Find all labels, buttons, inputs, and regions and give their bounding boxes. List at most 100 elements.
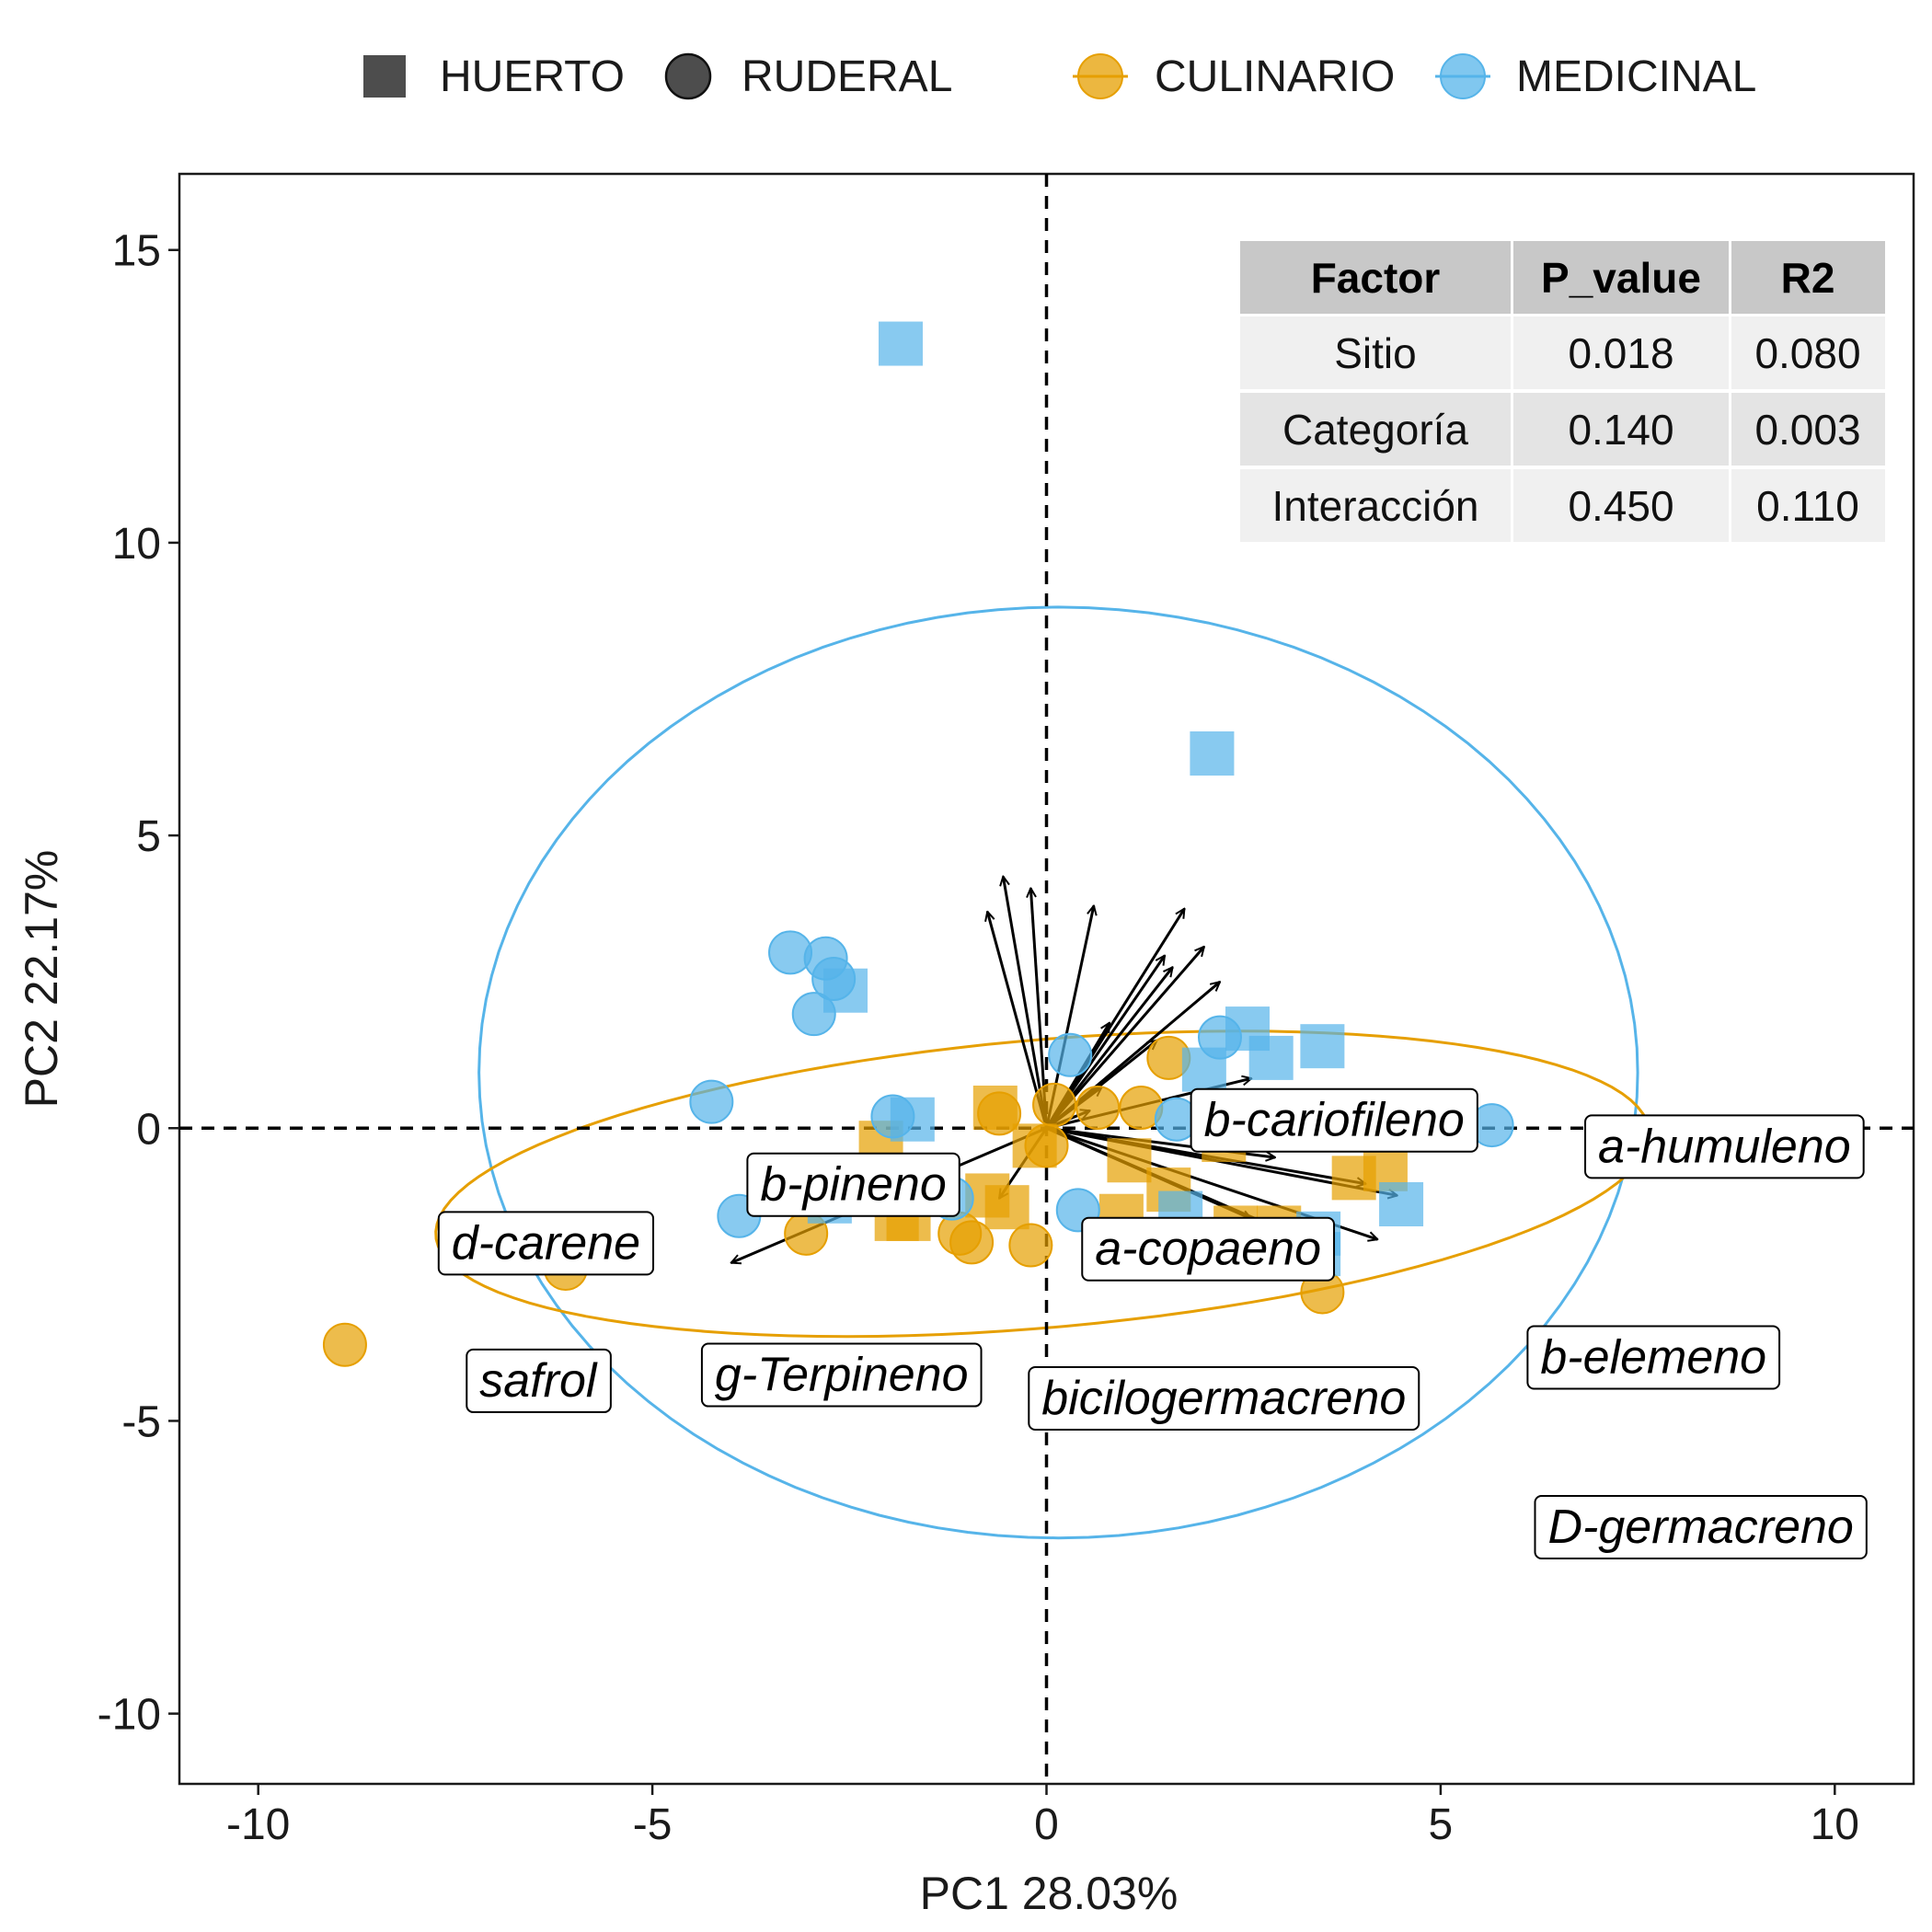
point-square-medicinal bbox=[1300, 1024, 1345, 1069]
sample-points bbox=[322, 321, 1514, 1367]
x-axis-title: PC1 28.03% bbox=[920, 1868, 1179, 1919]
table-header-cell bbox=[1731, 241, 1885, 314]
variable-label-text: b-cariofileno bbox=[1204, 1094, 1465, 1147]
point-square-culinario bbox=[1012, 1123, 1057, 1168]
axes: -10 -5 0 5 10 -10 -5 0 5 10 15 bbox=[98, 227, 1859, 1849]
x-tick-label: 0 bbox=[1034, 1800, 1059, 1849]
variable-label-box: bicilogermacreno bbox=[1028, 1366, 1420, 1431]
legend-huerto-label: HUERTO bbox=[440, 52, 625, 101]
variable-label-border bbox=[1081, 1216, 1336, 1282]
legend-huerto-square-icon bbox=[363, 55, 406, 98]
variable-label-box: safrol bbox=[466, 1348, 612, 1413]
variable-label-text: b-elemeno bbox=[1540, 1330, 1766, 1384]
table-cell-factor: Categoría bbox=[1282, 406, 1468, 454]
point-circle-medicinal bbox=[1048, 1032, 1093, 1077]
x-tick-label: -5 bbox=[633, 1800, 673, 1849]
variable-label-border bbox=[1584, 1114, 1865, 1179]
table-cell-r2: 0.080 bbox=[1754, 329, 1860, 377]
point-circle-culinario bbox=[1008, 1223, 1053, 1268]
table-cell bbox=[1731, 393, 1885, 466]
point-square-culinario bbox=[1107, 1138, 1152, 1183]
table-cell-r2: 0.003 bbox=[1754, 406, 1860, 454]
point-circle-culinario bbox=[949, 1220, 995, 1265]
point-circle-culinario bbox=[1032, 1082, 1077, 1127]
variable-label-border bbox=[1028, 1366, 1420, 1431]
point-circle-medicinal bbox=[689, 1079, 734, 1124]
table-cell-factor: Interacción bbox=[1271, 482, 1478, 530]
variable-label-text: g-Terpineno bbox=[715, 1349, 969, 1402]
point-square-medicinal bbox=[1190, 731, 1235, 776]
legend-ruderal-circle-icon bbox=[664, 52, 712, 100]
table-header-cell bbox=[1513, 241, 1729, 314]
variable-label-border bbox=[1526, 1325, 1781, 1390]
table-header-factor: Factor bbox=[1311, 254, 1441, 302]
table-cell bbox=[1731, 316, 1885, 389]
table-header-r2: R2 bbox=[1781, 254, 1835, 302]
y-tick-label: 0 bbox=[136, 1105, 161, 1154]
y-axis-title: PC2 22.17% bbox=[16, 850, 67, 1109]
table-cell-factor: Sitio bbox=[1334, 329, 1416, 377]
table-cell bbox=[1731, 469, 1885, 542]
variable-label-box: d-carene bbox=[437, 1211, 655, 1276]
variable-label-box: D-germacreno bbox=[1534, 1495, 1868, 1559]
table-cell-pvalue: 0.018 bbox=[1568, 329, 1673, 377]
point-square-medicinal bbox=[1379, 1182, 1424, 1226]
variable-label-text: bicilogermacreno bbox=[1041, 1372, 1406, 1425]
table-cell-pvalue: 0.450 bbox=[1568, 482, 1673, 530]
variable-label-border bbox=[1534, 1495, 1868, 1559]
legend-ruderal-label: RUDERAL bbox=[742, 52, 952, 101]
variable-label-border bbox=[746, 1152, 960, 1217]
variable-label-box: g-Terpineno bbox=[700, 1342, 983, 1408]
variable-label-text: safrol bbox=[479, 1354, 598, 1408]
table-header-cell bbox=[1240, 241, 1511, 314]
variable-label-text: d-carene bbox=[452, 1216, 640, 1270]
point-square-medicinal bbox=[1248, 1035, 1294, 1080]
variable-label-border bbox=[1190, 1087, 1478, 1153]
variable-labels: b-cariofileno a-humuleno b-pineno d-carene a… bbox=[437, 1087, 1868, 1559]
x-tick-label: 10 bbox=[1811, 1800, 1859, 1849]
y-tick-label: 5 bbox=[136, 812, 161, 861]
y-tick-label: 15 bbox=[112, 227, 161, 276]
table-header-pvalue: P_value bbox=[1541, 254, 1701, 302]
point-square-medicinal bbox=[823, 968, 868, 1013]
table-cell bbox=[1513, 316, 1729, 389]
table-cell bbox=[1513, 469, 1729, 542]
y-tick-label: -5 bbox=[121, 1397, 161, 1446]
ellipse-medicinal bbox=[477, 605, 1639, 1540]
variable-label-border bbox=[466, 1348, 612, 1413]
loading-arrow bbox=[1003, 877, 1048, 1129]
point-square-medicinal bbox=[890, 1097, 935, 1142]
table-cell-pvalue: 0.140 bbox=[1568, 406, 1673, 454]
y-tick-label: 10 bbox=[112, 520, 161, 569]
variable-label-text: a-humuleno bbox=[1598, 1120, 1851, 1173]
table-cell bbox=[1513, 393, 1729, 466]
variable-label-border bbox=[437, 1211, 655, 1276]
y-tick-label: -10 bbox=[98, 1691, 161, 1740]
legend-culinario-circle-icon bbox=[1077, 53, 1123, 99]
point-circle-culinario bbox=[1075, 1086, 1121, 1130]
x-tick-label: 5 bbox=[1429, 1800, 1454, 1849]
x-tick-label: -10 bbox=[226, 1800, 290, 1849]
variable-label-box: b-pineno bbox=[746, 1152, 960, 1217]
variable-label-box: a-humuleno bbox=[1584, 1114, 1865, 1179]
variable-label-box: a-copaeno bbox=[1081, 1216, 1336, 1282]
point-square-culinario bbox=[984, 1185, 1029, 1230]
stats-table: Factor P_value R2 Sitio 0.018 0.080 Cate… bbox=[1240, 241, 1885, 542]
legend-culinario-label: CULINARIO bbox=[1155, 52, 1395, 101]
point-square-medicinal bbox=[878, 321, 923, 366]
point-square-culinario bbox=[972, 1086, 1018, 1130]
variable-label-text: a-copaeno bbox=[1095, 1223, 1321, 1276]
legend: HUERTO RUDERAL CULINARIO MEDICINAL bbox=[363, 52, 1756, 101]
variable-label-box: b-cariofileno bbox=[1190, 1087, 1478, 1153]
legend-medicinal-label: MEDICINAL bbox=[1516, 52, 1756, 101]
table-cell-r2: 0.110 bbox=[1756, 482, 1859, 530]
point-square-medicinal bbox=[1181, 1047, 1226, 1092]
variable-label-box: b-elemeno bbox=[1526, 1325, 1781, 1390]
variable-label-text: D-germacreno bbox=[1547, 1501, 1853, 1554]
variable-label-border bbox=[700, 1342, 983, 1408]
legend-medicinal-circle-icon bbox=[1440, 53, 1486, 99]
table-cell bbox=[1240, 316, 1511, 389]
table-cell bbox=[1240, 393, 1511, 466]
point-circle-culinario bbox=[322, 1322, 367, 1367]
